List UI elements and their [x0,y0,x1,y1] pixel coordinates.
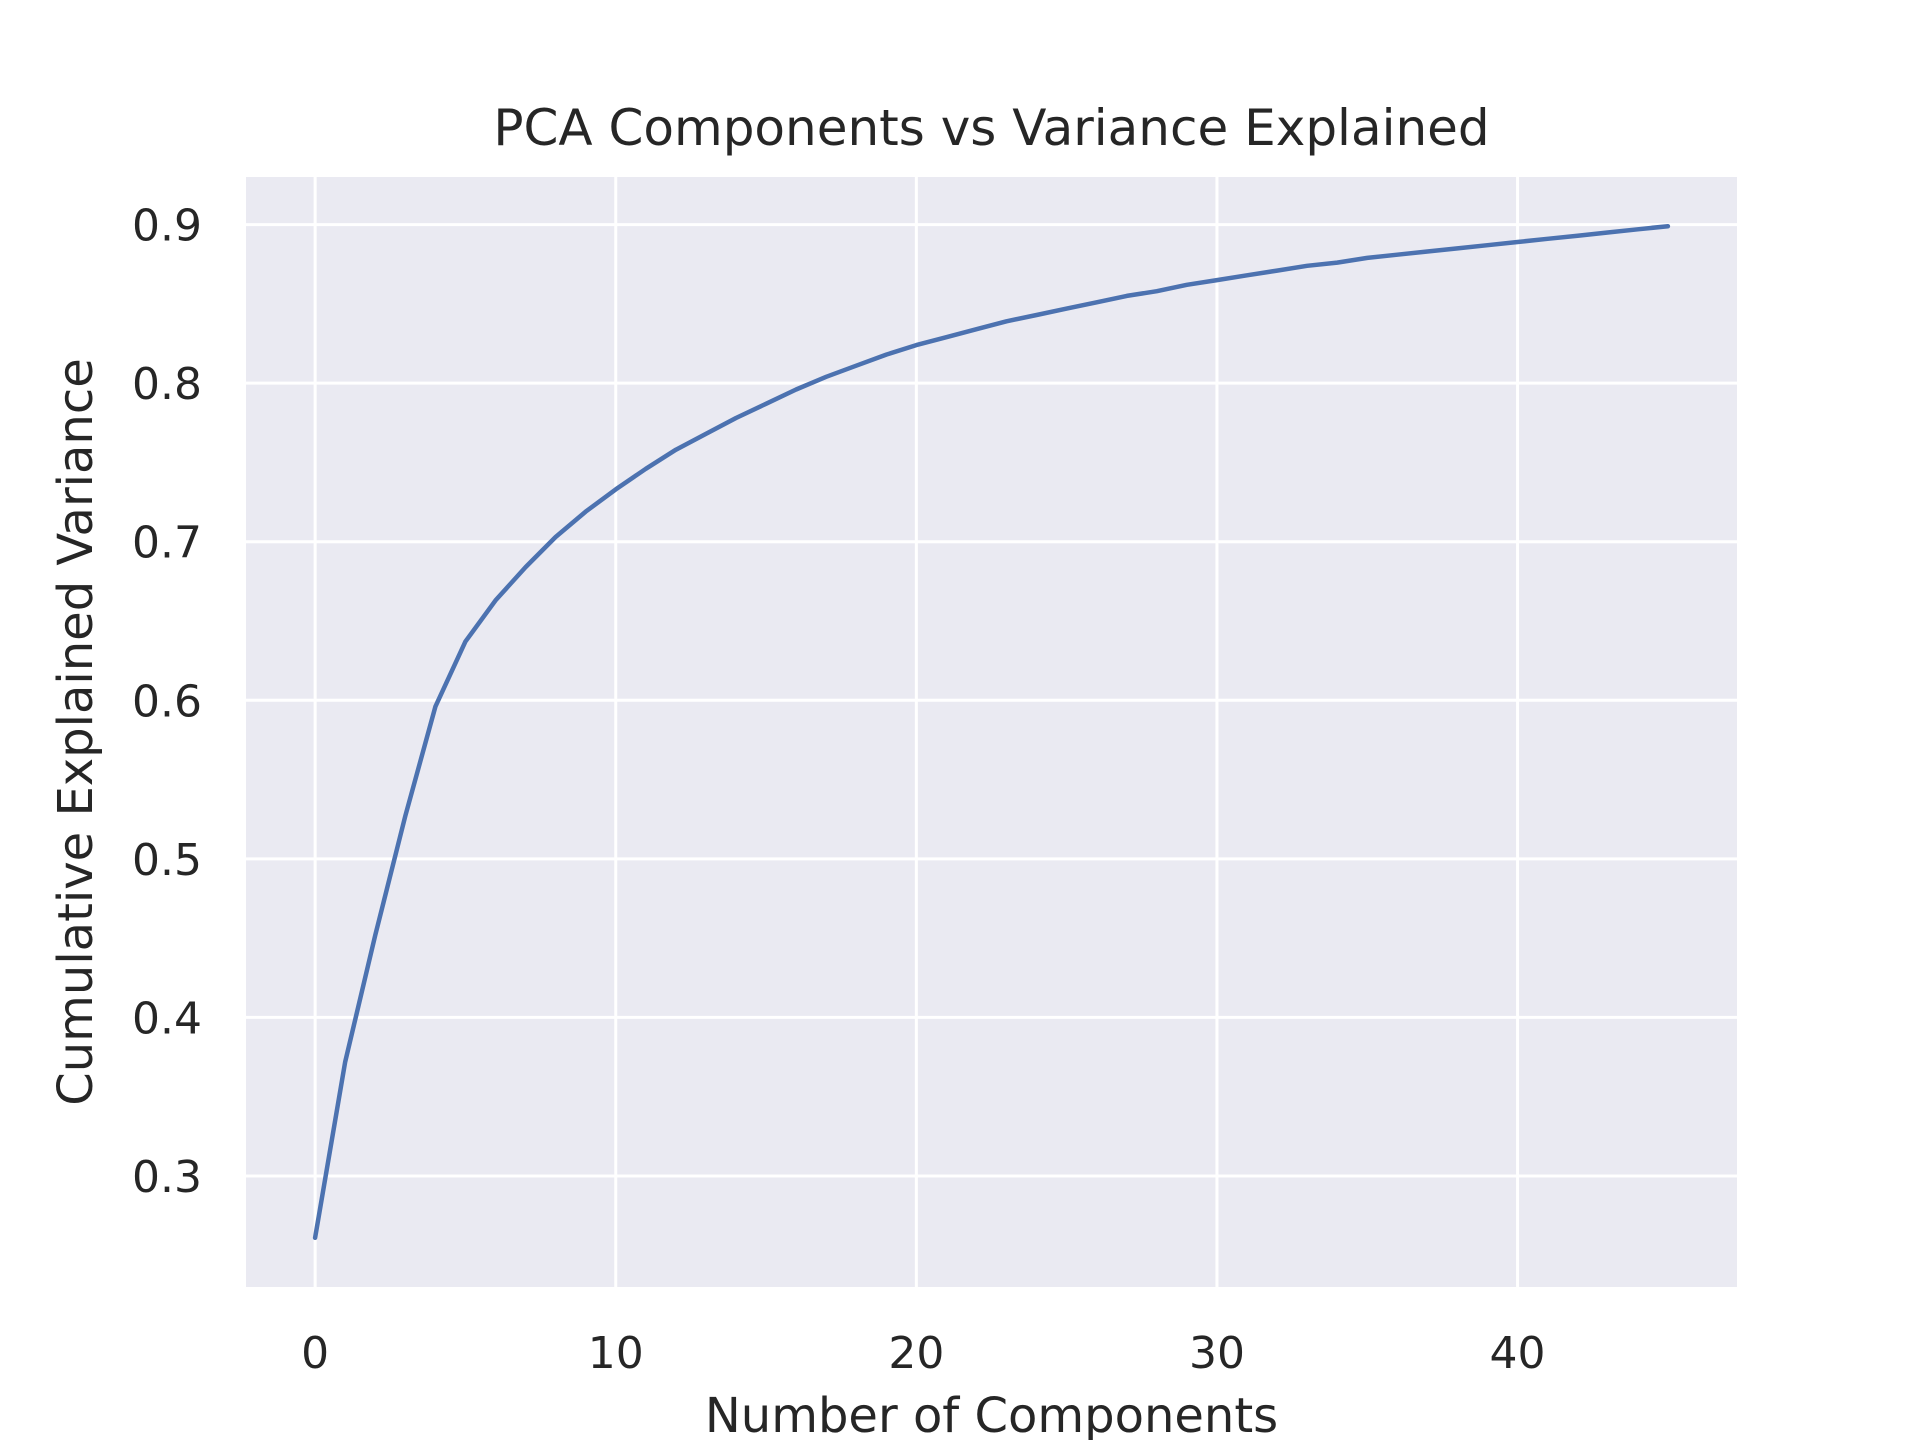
y-axis-label: Cumulative Explained Variance [48,358,104,1106]
series-layer [312,223,1671,1241]
plot-background [246,177,1737,1287]
y-tick-label: 0.5 [132,835,202,886]
y-tick-label: 0.8 [132,359,202,410]
x-tick-label: 10 [588,1328,644,1379]
x-tick-label: 20 [888,1328,944,1379]
y-tick-label: 0.7 [132,518,202,569]
grid-lines [246,177,1737,1287]
y-tick-label: 0.6 [132,676,202,727]
x-axis-label: Number of Components [705,1388,1278,1440]
y-tick-label: 0.3 [132,1152,202,1203]
tick-labels: 0 10 20 30 40 0.3 0.4 0.5 0.6 0.7 0.8 0.9 [132,201,1546,1379]
chart-title: PCA Components vs Variance Explained [493,99,1489,157]
y-tick-label: 0.4 [132,993,202,1044]
x-tick-label: 40 [1490,1328,1546,1379]
y-tick-label: 0.9 [132,201,202,252]
x-tick-label: 0 [301,1328,329,1379]
x-tick-label: 30 [1189,1328,1245,1379]
series-line [312,223,1671,1241]
